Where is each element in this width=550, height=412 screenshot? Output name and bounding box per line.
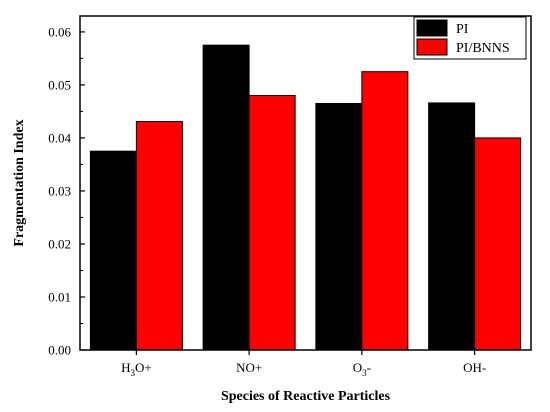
legend-label: PI/BNNS (456, 41, 510, 56)
legend-label: PI (456, 22, 469, 37)
bar-pi-bnns-2 (248, 95, 296, 351)
bar-pi-3 (315, 102, 363, 351)
legend-swatch (416, 19, 448, 37)
x-tick-label: NO+ (236, 360, 262, 375)
y-tick-label: 0.00 (48, 343, 71, 358)
y-tick-label: 0.03 (48, 183, 71, 198)
legend: PI PI/BNNS (413, 16, 527, 60)
bar-pi-bnns-4 (474, 137, 522, 351)
plot-frame (79, 15, 532, 351)
x-tick-label: H3O+ (121, 360, 152, 378)
y-tick-label: 0.01 (48, 289, 71, 304)
y-axis-title: Fragmentation Index (12, 119, 27, 246)
x-axis: H3O+ NO+ O3- OH- (121, 350, 486, 378)
bar-pi-2 (202, 44, 250, 351)
x-tick-label: OH- (463, 360, 486, 375)
y-tick-label: 0.02 (48, 236, 71, 251)
x-axis-title: Species of Reactive Particles (221, 389, 391, 404)
bars-layer (89, 44, 522, 351)
bar-pi-bnns-1 (135, 121, 183, 351)
x-tick-label: O3- (353, 360, 371, 378)
y-tick-label: 0.04 (48, 130, 71, 145)
y-axis: 0.00 0.01 0.02 0.03 0.04 0.05 0.06 (48, 24, 85, 358)
bar-pi-4 (428, 102, 476, 351)
y-tick-label: 0.06 (48, 24, 71, 39)
bar-pi-bnns-3 (361, 71, 409, 351)
y-tick-label: 0.05 (48, 77, 71, 92)
legend-swatch (416, 38, 448, 56)
bar-pi-1 (89, 150, 137, 351)
